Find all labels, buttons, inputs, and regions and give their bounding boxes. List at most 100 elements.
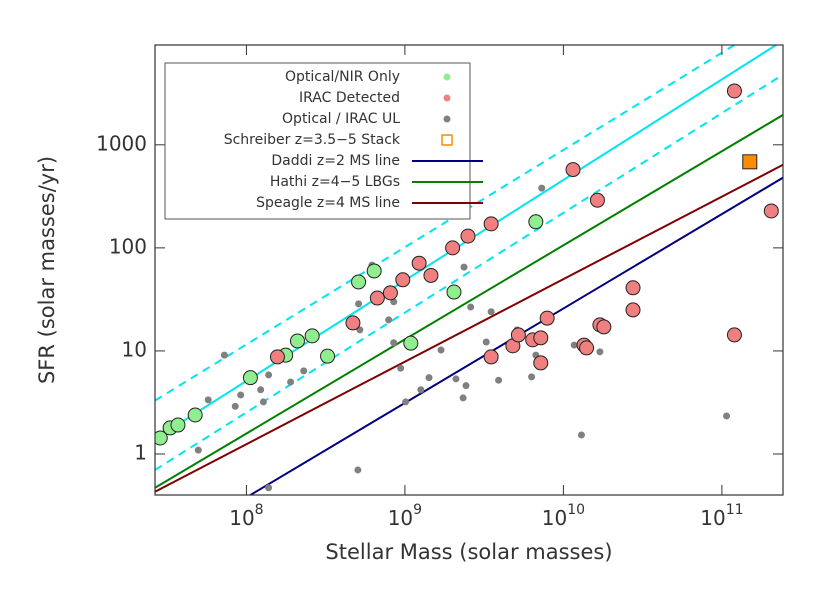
legend-label: Daddi z=2 MS line: [271, 153, 400, 169]
point: [443, 94, 451, 102]
point: [539, 310, 555, 326]
x-tick-exponent: 9: [413, 502, 422, 518]
legend-box: [164, 62, 471, 220]
point: [483, 216, 499, 232]
point: [351, 274, 367, 290]
fit-line: [155, 163, 783, 493]
point: [237, 391, 245, 399]
point: [443, 73, 451, 81]
point: [417, 386, 425, 394]
point: [345, 315, 361, 331]
point: [483, 349, 499, 365]
x-tick-base: 10: [700, 506, 725, 530]
fit-line: [155, 114, 783, 489]
x-tick-exponent: 10: [567, 502, 585, 518]
point: [242, 370, 258, 386]
x-tick-exponent: 8: [255, 502, 264, 518]
point: [577, 431, 585, 439]
point: [369, 290, 385, 306]
point: [467, 303, 475, 311]
point: [265, 484, 273, 492]
point: [366, 263, 382, 279]
point: [304, 328, 320, 344]
fit-line: [155, 45, 735, 402]
legend-label: Speagle z=4 MS line: [256, 195, 400, 211]
point: [446, 284, 462, 300]
point: [220, 351, 228, 359]
point: [726, 83, 742, 99]
x-axis-label: Stellar Mass (solar masses): [325, 540, 612, 564]
point: [510, 327, 526, 343]
point: [452, 375, 460, 383]
point: [487, 308, 495, 316]
point: [287, 378, 295, 386]
point: [170, 417, 186, 433]
point: [187, 407, 203, 423]
point: [385, 316, 393, 324]
point: [596, 319, 612, 335]
point: [763, 203, 779, 219]
point: [533, 330, 549, 346]
point: [589, 192, 605, 208]
point: [155, 430, 168, 446]
x-tick-label: 1011: [700, 502, 743, 530]
legend-label: Optical / IRAC UL: [282, 111, 400, 127]
point: [538, 184, 546, 192]
point: [742, 154, 758, 170]
point: [382, 285, 398, 301]
point: [269, 349, 285, 365]
point: [395, 272, 411, 288]
x-tick-label: 108: [229, 502, 263, 530]
point: [445, 240, 461, 256]
y-tick-label: 1000: [96, 131, 147, 155]
point: [194, 446, 202, 454]
point: [231, 402, 239, 410]
legend-label: Schreiber z=3.5−5 Stack: [224, 132, 401, 148]
point: [596, 348, 604, 356]
x-tick-label: 1010: [542, 502, 585, 530]
fit-line: [155, 73, 783, 471]
legend-label: Hathi z=4−5 LBGs: [270, 174, 400, 190]
point: [723, 412, 731, 420]
point: [460, 228, 476, 244]
legend-label: IRAC Detected: [299, 90, 400, 106]
point: [437, 346, 445, 354]
point: [726, 327, 742, 343]
plot-frame: [154, 44, 784, 496]
point: [460, 263, 468, 271]
legend-label: Optical/NIR Only: [285, 69, 400, 85]
point: [204, 396, 212, 404]
point: [390, 339, 398, 347]
point: [411, 255, 427, 271]
point: [625, 302, 641, 318]
point: [528, 373, 536, 381]
point: [482, 338, 490, 346]
point: [570, 341, 578, 349]
point: [355, 300, 363, 308]
point: [625, 280, 641, 296]
y-tick-label: 1: [134, 440, 147, 464]
x-tick-label: 109: [388, 502, 422, 530]
point: [354, 466, 362, 474]
point: [441, 134, 453, 146]
plot-area: [155, 45, 783, 495]
x-tick-base: 10: [229, 506, 254, 530]
point: [425, 374, 433, 382]
point: [533, 355, 549, 371]
x-tick-exponent: 11: [726, 502, 744, 518]
point: [528, 214, 544, 230]
point: [300, 367, 308, 375]
y-axis-label: SFR (solar masses/yr): [35, 156, 59, 384]
point: [462, 382, 470, 390]
point: [259, 398, 267, 406]
y-tick-label: 10: [122, 337, 147, 361]
point: [257, 386, 265, 394]
point: [397, 364, 405, 372]
point: [579, 340, 595, 356]
x-tick-base: 10: [542, 506, 567, 530]
point: [289, 333, 305, 349]
point: [495, 376, 503, 384]
point: [320, 348, 336, 364]
